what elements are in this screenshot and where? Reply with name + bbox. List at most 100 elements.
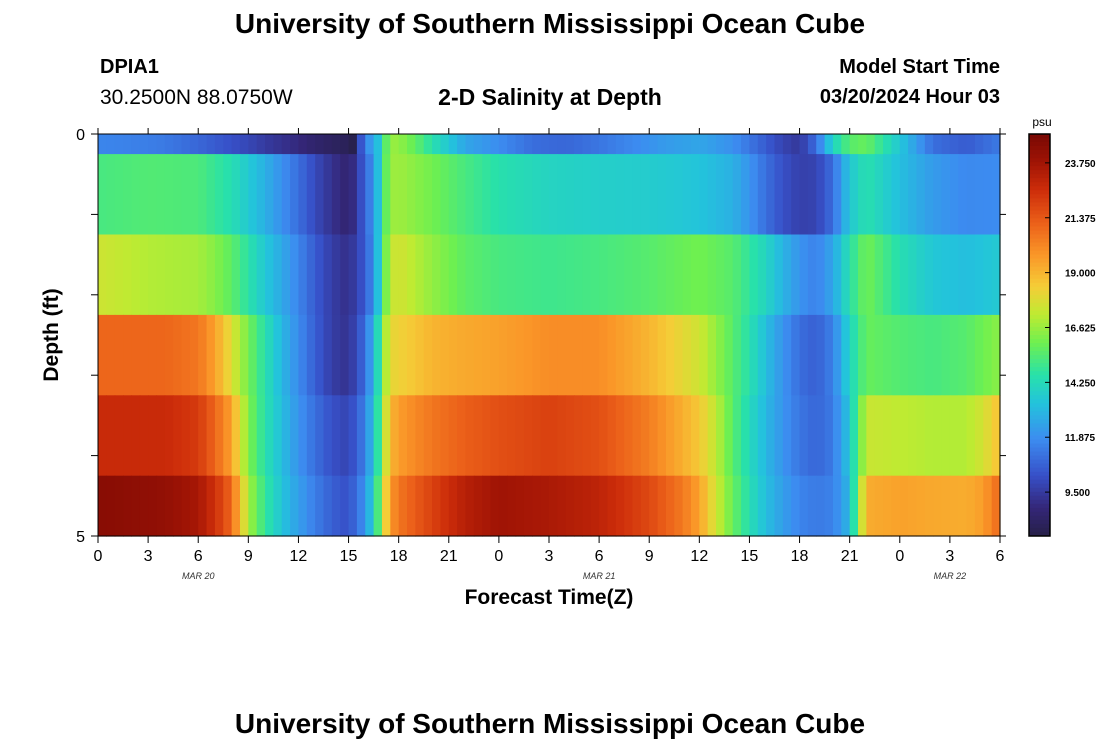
- heat-cell-middle: [148, 234, 158, 316]
- colorbar-slice: [1029, 166, 1050, 171]
- colorbar-slice: [1029, 471, 1050, 477]
- heat-cell-lower: [306, 314, 316, 396]
- heat-cell-lower: [607, 314, 617, 396]
- heat-cell-deep: [866, 395, 876, 477]
- heat-cell-middle: [841, 234, 851, 316]
- heat-cell-deep: [716, 395, 725, 477]
- heat-cell-middle: [139, 234, 149, 316]
- heat-cell-lower: [206, 314, 216, 396]
- heat-cell-surface: [340, 134, 350, 155]
- heat-cell-surface: [883, 134, 893, 155]
- heat-cell-bottom: [123, 475, 133, 537]
- heat-cell-lower: [398, 314, 408, 396]
- heat-cell-bottom: [373, 475, 383, 537]
- heat-cell-lower: [690, 314, 700, 396]
- heat-cell-lower: [106, 314, 116, 396]
- heat-cell-surface: [114, 134, 124, 155]
- heat-cell-surface: [306, 134, 316, 155]
- heat-cell-middle: [941, 234, 951, 316]
- heat-cell-upper: [607, 154, 617, 236]
- heat-cell-deep: [148, 395, 158, 477]
- heat-cell-surface: [749, 134, 759, 155]
- heat-cell-bottom: [407, 475, 416, 537]
- heat-cell-lower: [498, 314, 508, 396]
- heat-cell-upper: [766, 154, 776, 236]
- heat-cell-upper: [265, 154, 274, 236]
- heat-cell-bottom: [766, 475, 776, 537]
- heat-cell-deep: [557, 395, 567, 477]
- colorbar-slice: [1029, 515, 1050, 521]
- heat-cell-upper: [398, 154, 408, 236]
- heat-cell-upper: [432, 154, 442, 236]
- heat-cell-middle: [607, 234, 617, 316]
- heat-cell-upper: [290, 154, 300, 236]
- colorbar-slice: [1029, 371, 1050, 376]
- axis-ticks: [91, 128, 1006, 543]
- heat-cell-surface: [782, 134, 792, 155]
- heat-cell-bottom: [707, 475, 717, 537]
- heat-cell-bottom: [816, 475, 826, 537]
- heat-cell-lower: [114, 314, 124, 396]
- heat-cell-bottom: [974, 475, 984, 537]
- colorbar-slice: [1029, 190, 1050, 195]
- heat-cell-deep: [507, 395, 517, 477]
- heat-cell-middle: [858, 234, 867, 316]
- colorbar-slice: [1029, 447, 1050, 453]
- x-tick-label: 15: [741, 548, 759, 565]
- heat-cell-upper: [223, 154, 233, 236]
- colorbar-slice: [1029, 282, 1050, 288]
- heat-cell-lower: [841, 314, 851, 396]
- heat-cell-lower: [139, 314, 149, 396]
- heat-cell-bottom: [991, 475, 1001, 537]
- heat-cell-deep: [532, 395, 542, 477]
- heat-cell-deep: [565, 395, 575, 477]
- heat-cell-upper: [807, 154, 817, 236]
- colorbar-slice: [1029, 435, 1050, 441]
- heat-cell-upper: [716, 154, 725, 236]
- heat-cell-upper: [574, 154, 584, 236]
- colorbar-slice: [1029, 367, 1050, 372]
- colorbar-slice: [1029, 339, 1050, 344]
- heat-cell-surface: [231, 134, 241, 155]
- heat-cell-surface: [966, 134, 976, 155]
- heat-cell-upper: [515, 154, 525, 236]
- heat-cell-lower: [173, 314, 183, 396]
- date-label: MAR 22: [934, 571, 967, 581]
- x-tick-label: 18: [791, 548, 809, 565]
- heat-cell-middle: [114, 234, 124, 316]
- heat-cell-lower: [214, 314, 224, 396]
- heat-cell-bottom: [983, 475, 993, 537]
- colorbar-slice: [1029, 487, 1050, 493]
- heat-cell-deep: [824, 395, 834, 477]
- heat-cell-surface: [858, 134, 867, 155]
- colorbar-slice: [1029, 387, 1050, 392]
- heat-cell-surface: [440, 134, 450, 155]
- heat-cell-bottom: [206, 475, 216, 537]
- colorbar-slice: [1029, 322, 1050, 328]
- heat-cell-deep: [807, 395, 817, 477]
- colorbar-slice: [1029, 523, 1050, 529]
- heat-cell-deep: [415, 395, 425, 477]
- colorbar-tick-label: 9.500: [1065, 488, 1090, 499]
- heat-cell-bottom: [615, 475, 625, 537]
- heat-cell-surface: [849, 134, 859, 155]
- colorbar-slice: [1029, 351, 1050, 356]
- heat-cell-lower: [390, 314, 400, 396]
- colorbar-slice: [1029, 383, 1050, 388]
- heat-cell-deep: [223, 395, 233, 477]
- heat-cell-middle: [415, 234, 425, 316]
- heat-cell-bottom: [181, 475, 191, 537]
- heat-cell-lower: [941, 314, 951, 396]
- heat-cell-surface: [482, 134, 492, 155]
- heat-cell-middle: [298, 234, 308, 316]
- heat-cell-deep: [231, 395, 241, 477]
- x-tick-label: 18: [390, 548, 408, 565]
- heat-cell-middle: [239, 234, 249, 316]
- heat-cell-upper: [189, 154, 199, 236]
- colorbar-slice: [1029, 379, 1050, 384]
- heat-cell-middle: [924, 234, 934, 316]
- heat-cell-upper: [741, 154, 751, 236]
- heat-cell-lower: [265, 314, 274, 396]
- heat-cell-bottom: [290, 475, 300, 537]
- heat-cell-upper: [640, 154, 650, 236]
